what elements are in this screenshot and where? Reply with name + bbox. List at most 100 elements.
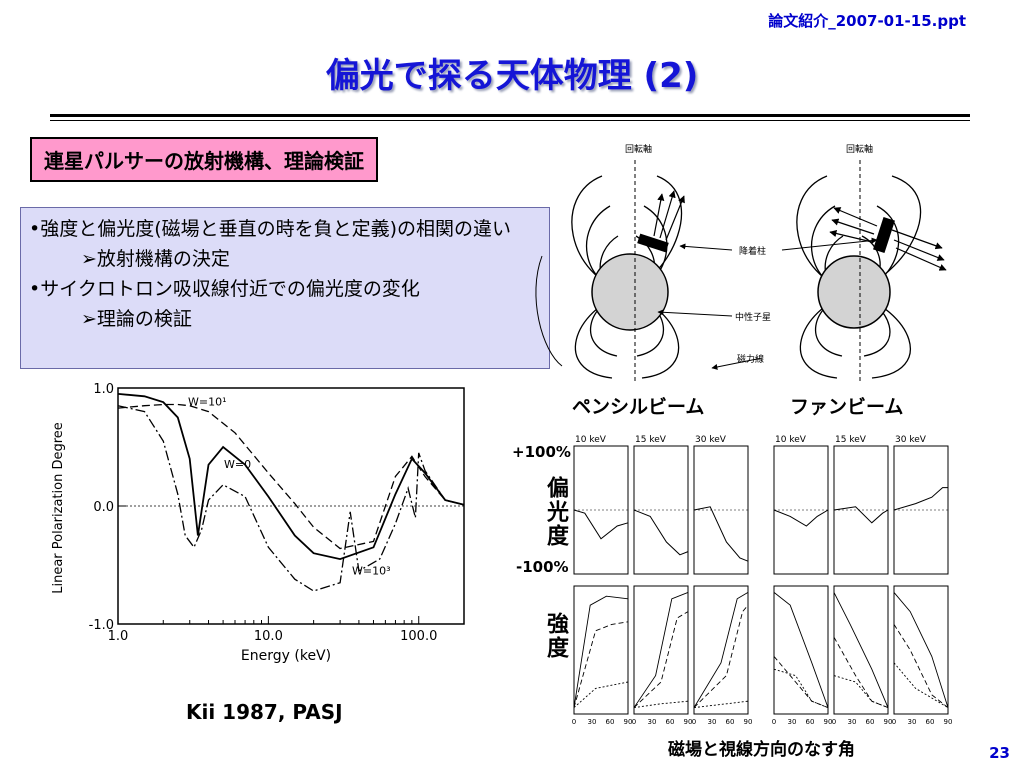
accretion-column-label: 降着柱 (739, 245, 766, 257)
panel-x-tick-label: 90 (884, 718, 893, 726)
intensity-curve (773, 656, 829, 709)
intensity-curve (633, 611, 689, 708)
citation: Kii 1987, PASJ (186, 700, 343, 724)
intensity-curve (693, 604, 749, 708)
neutron-star-right (817, 255, 891, 329)
page-number: 23 (989, 744, 1010, 762)
panel-x-tick-label: 60 (866, 718, 875, 726)
file-label: 論文紹介_2007-01-15.ppt (768, 12, 966, 30)
intensity-panel (693, 585, 749, 715)
fan-beam-label: ファンビーム (790, 396, 904, 418)
x-tick-label: 100.0 (400, 629, 437, 644)
intensity-curve (693, 700, 749, 709)
panel-x-tick-label: 0 (692, 718, 696, 726)
intensity-curve (833, 675, 889, 709)
polarization-energy-chart: 1.0 10.0 100.0 1.0 0.0 -1.0 W=10¹ W=0 W=10³ Ene… (51, 382, 465, 664)
topic-box: 連星パルサーの放射機構、理論検証 (30, 137, 378, 182)
bullet-subitem: ➢理論の検証 (81, 308, 192, 330)
panel-x-tick-label: 30 (788, 718, 797, 726)
x-tick-label: 1.0 (108, 629, 129, 644)
panel-energy-label: 15 keV (835, 435, 867, 445)
x-tick-label: 10.0 (254, 629, 283, 644)
neutron-star-label: 中性子星 (735, 311, 771, 323)
panel-x-tick-label: 60 (606, 718, 615, 726)
series-label-2: W=0 (224, 458, 251, 471)
intensity-panel (833, 585, 889, 715)
intensity-curve (573, 595, 629, 708)
percent-bottom-label: -100% (516, 558, 569, 576)
panel-energy-label: 10 keV (775, 435, 807, 445)
panel-x-tick-label: 0 (572, 718, 576, 726)
panel-x-tick-label: 60 (926, 718, 935, 726)
polarization-curve (633, 509, 689, 556)
rotation-axis-label-left: 回転軸 (625, 143, 652, 155)
panel-x-tick-label: 0 (772, 718, 776, 726)
y-tick-label: -1.0 (89, 618, 114, 633)
title-rule (50, 114, 970, 117)
bullet-item: •強度と偏光度(磁場と垂直の時を負と定義)の相関の違い (29, 218, 512, 240)
intensity-panel (893, 585, 949, 715)
y-tick-label: 1.0 (93, 382, 114, 397)
panel-energy-label: 15 keV (635, 435, 667, 445)
panel-x-tick-label: 30 (648, 718, 657, 726)
panel-energy-label: 30 keV (895, 435, 927, 445)
intensity-curve (633, 591, 689, 708)
panel-energy-label: 30 keV (695, 435, 727, 445)
panel-x-tick-label: 90 (824, 718, 833, 726)
intensity-curve (773, 668, 829, 709)
neutron-star-diagram: 回転軸 回転軸 降着柱 中性子星 磁力線 (535, 143, 947, 381)
bullet-subitem: ➢放射機構の決定 (81, 248, 230, 270)
intensity-axis-label: 強度 (543, 612, 568, 660)
pencil-beam-label: ペンシルビーム (572, 396, 705, 418)
intensity-curve (693, 592, 749, 708)
polarization-curve (773, 509, 829, 527)
polarization-curve (833, 506, 889, 524)
bullet-box: •強度と偏光度(磁場と垂直の時を負と定義)の相関の違い ➢放射機構の決定 •サイ… (20, 207, 550, 369)
intensity-curve (893, 662, 949, 708)
series-line-2 (117, 393, 465, 561)
intensity-curve (573, 681, 629, 708)
accretion-column-left (637, 233, 669, 253)
intensity-panel (773, 585, 829, 715)
percent-top-label: +100% (512, 443, 571, 461)
panel-x-tick-label: 0 (832, 718, 836, 726)
panel-x-tick-label: 60 (666, 718, 675, 726)
panel-x-tick-label: 60 (726, 718, 735, 726)
series-line-1 (117, 403, 465, 550)
panel-x-tick-label: 60 (806, 718, 815, 726)
series-line-3 (117, 405, 465, 592)
intensity-curve (573, 621, 629, 708)
panel-x-tick-label: 30 (908, 718, 917, 726)
panel-energy-label: 10 keV (575, 435, 607, 445)
intensity-curve (893, 592, 949, 708)
polarization-curve (573, 509, 629, 540)
panel-x-axis-label: 磁場と視線方向のなす角 (668, 740, 855, 760)
panel-x-tick-label: 30 (848, 718, 857, 726)
title-rule-thin (50, 120, 970, 121)
x-axis-label: Energy (keV) (241, 648, 331, 664)
polarization-curve (893, 487, 948, 511)
accretion-column-right (873, 216, 895, 254)
polarization-curve (693, 506, 749, 562)
panel-x-tick-label: 90 (624, 718, 633, 726)
beam-panels: 10 keV 0 30 60 90 15 keV 0 30 60 90 30 keV 0 30 60 90 1… (572, 435, 953, 726)
panel-x-tick-label: 90 (944, 718, 953, 726)
neutron-star-left (591, 253, 669, 331)
y-tick-label: 0.0 (93, 500, 114, 515)
intensity-curve (833, 592, 889, 708)
y-axis-label: Linear Polarization Degree (51, 422, 66, 594)
slide-title: 偏光で探る天体物理 (2) (325, 56, 699, 96)
panel-x-tick-label: 90 (744, 718, 753, 726)
panel-x-tick-label: 30 (708, 718, 717, 726)
panel-x-tick-label: 0 (632, 718, 636, 726)
intensity-curve (893, 624, 949, 708)
panel-x-tick-label: 30 (588, 718, 597, 726)
panel-x-tick-label: 0 (892, 718, 896, 726)
intensity-curve (633, 700, 689, 709)
intensity-panel (633, 585, 689, 715)
field-line-label: 磁力線 (737, 353, 764, 365)
rotation-axis-label-right: 回転軸 (846, 143, 873, 155)
series-label-1: W=10¹ (188, 396, 227, 409)
panel-x-tick-label: 90 (684, 718, 693, 726)
bullet-item: •サイクロトロン吸収線付近での偏光度の変化 (29, 278, 420, 300)
